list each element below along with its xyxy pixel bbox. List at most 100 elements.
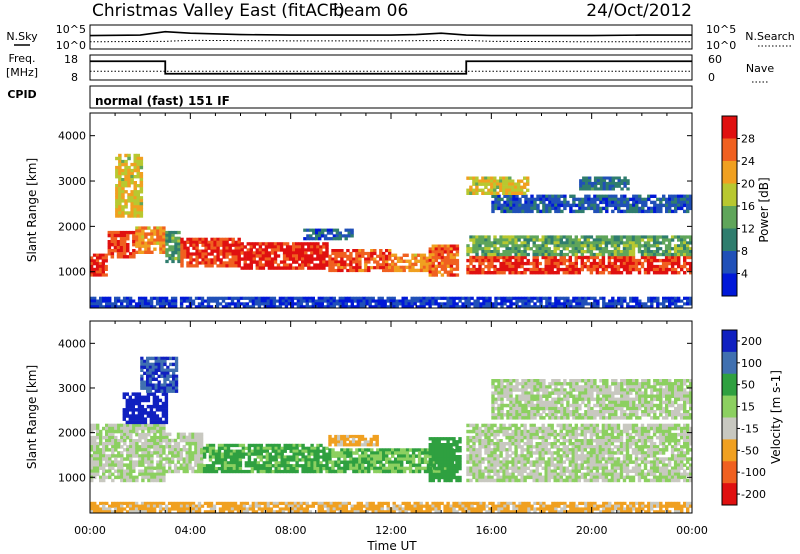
colorbar-swatch: [722, 251, 737, 274]
noise-tick-left-top: 10^5: [56, 23, 86, 36]
plot-title: Christmas Valley East (fitACF): [92, 1, 345, 21]
power-region-15: [579, 177, 630, 191]
velocity-region-9: [491, 379, 692, 420]
power-region-5: [180, 238, 241, 268]
velocity-region-0: [90, 424, 166, 483]
power-region-2: [115, 154, 143, 218]
colorbar-tick-label: -50: [741, 444, 759, 457]
nave-label: Nave: [746, 62, 774, 75]
power-region-8: [328, 249, 391, 272]
velocity-region-8: [466, 424, 692, 483]
power-region-11: [466, 256, 692, 275]
date-label: 24/Oct/2012: [586, 1, 692, 21]
velocity-region-5: [328, 435, 379, 447]
radar-summary-plot: Christmas Valley East (fitACF) beam 06 2…: [0, 0, 800, 554]
beam-label: beam 06: [333, 1, 408, 21]
colorbar-tick-label: 28: [741, 133, 755, 146]
power-region-1: [108, 231, 136, 259]
power-region-13: [491, 195, 692, 213]
ytick-label: 3000: [58, 382, 86, 395]
freq-tick-right-top: 60: [708, 53, 722, 66]
colorbar-swatch: [722, 374, 737, 396]
ytick-label: 2000: [58, 220, 86, 233]
xtick-label: 16:00: [475, 524, 507, 537]
colorbar-swatch: [722, 206, 737, 229]
noise-line-nsky: [90, 32, 692, 36]
colorbar-swatch: [722, 229, 737, 252]
power-region-12: [466, 235, 692, 256]
velocity-region-3: [165, 433, 203, 474]
colorbar-swatch: [722, 483, 737, 505]
ytick-label: 1000: [58, 471, 86, 484]
noise-panel-frame: [90, 25, 692, 49]
velocity-region-1: [123, 392, 168, 424]
noise-line-nsearch: [90, 40, 692, 41]
colorbar-tick-label: 24: [741, 155, 755, 168]
xtick-label: 00:00: [676, 524, 708, 537]
xtick-label: 08:00: [275, 524, 307, 537]
ytick-label: 4000: [58, 337, 86, 350]
xtick-label: 04:00: [174, 524, 206, 537]
power-region-6: [241, 242, 329, 270]
xtick-label: 20:00: [576, 524, 608, 537]
freq-label-1: Freq.: [8, 52, 35, 65]
freq-line: [90, 61, 692, 74]
colorbar-tick-label: 16: [741, 200, 755, 213]
colorbar-tick-label: -15: [741, 422, 759, 435]
power-region-7: [303, 229, 354, 241]
freq-tick-right-bottom: 0: [708, 71, 715, 84]
velocity-ylabel: Slant Range [km]: [25, 365, 39, 469]
colorbar-tick-label: -200: [741, 488, 766, 501]
cpid-value: normal (fast) 151 IF: [95, 94, 230, 108]
velocity-region-2: [140, 357, 178, 393]
colorbar-swatch: [722, 139, 737, 162]
power-colorbar-label: Power [dB]: [757, 177, 771, 242]
colorbar-tick-label: 15: [741, 401, 755, 414]
noise-tick-right-bottom: 10^0: [706, 39, 736, 52]
xtick-label: 00:00: [74, 524, 106, 537]
velocity-colorbar-label: Velocity [m s-1]: [769, 370, 783, 464]
xtick-label: 12:00: [375, 524, 407, 537]
xaxis-label: Time UT: [366, 539, 417, 553]
colorbar-tick-label: -100: [741, 466, 766, 479]
colorbar-tick-label: 200: [741, 335, 762, 348]
velocity-region-7: [429, 437, 462, 482]
colorbar-swatch: [722, 184, 737, 207]
colorbar-tick-label: 50: [741, 379, 755, 392]
colorbar-tick-label: 100: [741, 357, 762, 370]
colorbar-swatch: [722, 439, 737, 461]
power-region-10: [429, 245, 460, 277]
noise-tick-left-bottom: 10^0: [56, 39, 86, 52]
colorbar-swatch: [722, 352, 737, 374]
freq-panel-frame: [90, 55, 692, 80]
freq-label-2: [MHz]: [6, 66, 38, 79]
colorbar-swatch: [722, 418, 737, 440]
colorbar-tick-label: 12: [741, 223, 755, 236]
colorbar-swatch: [722, 396, 737, 418]
power-region-0: [90, 254, 108, 277]
colorbar-swatch: [722, 461, 737, 483]
power-region-9: [391, 254, 429, 273]
velocity-region-4: [203, 444, 329, 473]
colorbar-tick-label: 20: [741, 178, 755, 191]
power-ylabel: Slant Range [km]: [25, 158, 39, 262]
colorbar-tick-label: 8: [741, 245, 748, 258]
noise-tick-right-top: 10^5: [706, 23, 736, 36]
freq-tick-left-bottom: 8: [71, 71, 78, 84]
nsearch-label: N.Search: [745, 30, 795, 43]
colorbar-swatch: [722, 161, 737, 184]
colorbar-swatch: [722, 274, 737, 297]
ytick-label: 4000: [58, 130, 86, 143]
ytick-label: 2000: [58, 427, 86, 440]
colorbar-swatch: [722, 116, 737, 139]
power-region-4: [165, 231, 180, 263]
power-region-3: [135, 226, 165, 254]
ytick-label: 1000: [58, 266, 86, 279]
power-region-14: [466, 177, 529, 196]
freq-tick-left-top: 18: [64, 53, 78, 66]
cpid-label: CPID: [7, 88, 36, 101]
colorbar-swatch: [722, 330, 737, 352]
ytick-label: 3000: [58, 175, 86, 188]
nsky-label: N.Sky: [6, 30, 38, 43]
colorbar-tick-label: 4: [741, 268, 748, 281]
